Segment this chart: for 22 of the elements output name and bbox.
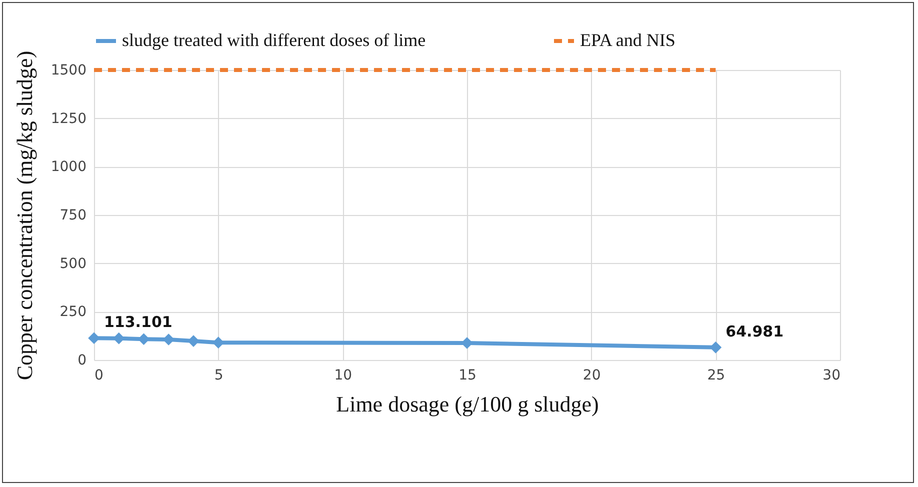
annotation: 64.981 — [726, 322, 784, 340]
x-tick-label: 10 — [334, 368, 352, 384]
x-tick-label: 25 — [707, 368, 726, 384]
x-tick-label: 15 — [458, 368, 476, 384]
legend-label: sludge treated with different doses of lime — [122, 30, 426, 50]
y-tick-label: 750 — [60, 208, 86, 224]
y-tick-label: 0 — [78, 352, 86, 368]
x-tick-label: 0 — [94, 368, 104, 384]
y-tick-label: 1250 — [50, 110, 86, 127]
y-tick-label: 1000 — [50, 159, 86, 176]
point — [188, 335, 200, 347]
y-tick-label: 250 — [60, 304, 86, 320]
x-tick-label: 30 — [822, 368, 840, 384]
y-axis-title: Copper concentration (mg/kg sludge) — [12, 50, 37, 380]
y-tick-label: 500 — [60, 256, 86, 272]
legend-label: EPA and NIS — [580, 30, 676, 50]
annotation: 113.101 — [104, 313, 172, 332]
x-tick-label: 5 — [214, 368, 224, 384]
x-axis-title: Lime dosage (g/100 g sludge) — [336, 392, 599, 416]
y-tick-label: 1500 — [50, 62, 86, 78]
point — [88, 332, 100, 344]
x-tick-label: 20 — [582, 368, 601, 384]
